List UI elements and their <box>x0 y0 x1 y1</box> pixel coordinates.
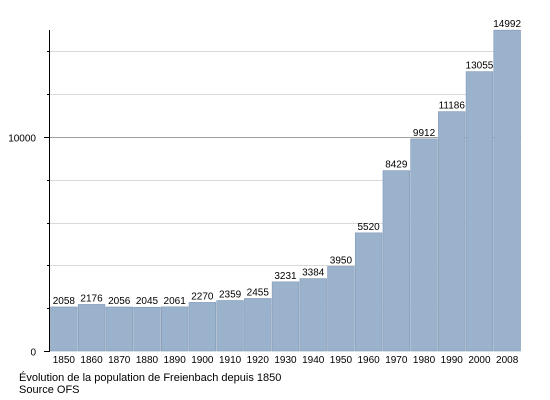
x-tick-label: 1860 <box>80 355 103 366</box>
x-tick-label: 1900 <box>191 355 214 366</box>
x-tick-label: 1980 <box>413 355 436 366</box>
bar-value-label: 13055 <box>466 61 494 72</box>
y-tick-label: 10000 <box>8 134 36 145</box>
x-tick-label: 1880 <box>136 355 159 366</box>
bar <box>161 306 189 352</box>
labels: 2058 1850 2176 1860 2056 1870 2045 1880 2061 1890… <box>8 19 521 366</box>
bar-value-label: 2045 <box>136 296 159 307</box>
x-tick-label: 1920 <box>247 355 270 366</box>
x-tick-label: 2000 <box>468 355 491 366</box>
x-tick-label: 1970 <box>385 355 408 366</box>
x-tick-label: 1890 <box>164 355 187 366</box>
bar-value-label: 3950 <box>330 255 353 266</box>
bar-value-label: 2061 <box>164 296 187 307</box>
bar-value-label: 9912 <box>413 128 436 139</box>
bar <box>188 302 217 352</box>
bar-value-label: 11186 <box>439 101 466 112</box>
x-tick-label: 1850 <box>53 355 76 366</box>
bar-value-label: 2359 <box>219 290 242 301</box>
bar-value-label: 3384 <box>302 268 325 279</box>
bar <box>438 111 466 352</box>
bar <box>354 232 383 352</box>
bar <box>133 306 161 352</box>
bar-value-label: 14992 <box>493 19 521 30</box>
bar <box>271 281 300 352</box>
x-tick-label: 1870 <box>108 355 131 366</box>
bar <box>77 304 106 352</box>
x-tick-label: 2008 <box>496 355 519 366</box>
bar <box>105 306 133 352</box>
bar <box>465 71 494 352</box>
bar <box>299 278 327 352</box>
x-tick-label: 1990 <box>441 355 464 366</box>
bar-value-label: 3231 <box>274 271 297 282</box>
bar-value-label: 2270 <box>191 291 214 302</box>
bar <box>382 170 410 352</box>
chart-caption-source: Source OFS <box>19 384 80 396</box>
bar-value-label: 2056 <box>108 296 131 307</box>
x-tick-label: 1930 <box>274 355 297 366</box>
x-tick-label: 1910 <box>219 355 242 366</box>
bar <box>493 29 521 352</box>
bar <box>244 298 272 352</box>
axes <box>44 30 50 352</box>
bar <box>327 266 355 352</box>
x-tick-label: 1960 <box>357 355 380 366</box>
x-tick-label: 1940 <box>302 355 325 366</box>
bar-value-label: 2058 <box>53 296 76 307</box>
bar <box>216 300 244 352</box>
bar-value-label: 5520 <box>357 222 380 233</box>
bar-value-label: 2176 <box>80 293 103 304</box>
bar <box>50 306 78 352</box>
bar-value-label: 2455 <box>247 287 270 298</box>
chart-caption-title: Évolution de la population de Freienbach… <box>19 372 282 384</box>
bar <box>410 138 438 352</box>
bars <box>50 29 521 352</box>
y-tick-label: 0 <box>30 348 36 359</box>
x-tick-label: 1950 <box>330 355 353 366</box>
bar-value-label: 8429 <box>385 160 408 171</box>
